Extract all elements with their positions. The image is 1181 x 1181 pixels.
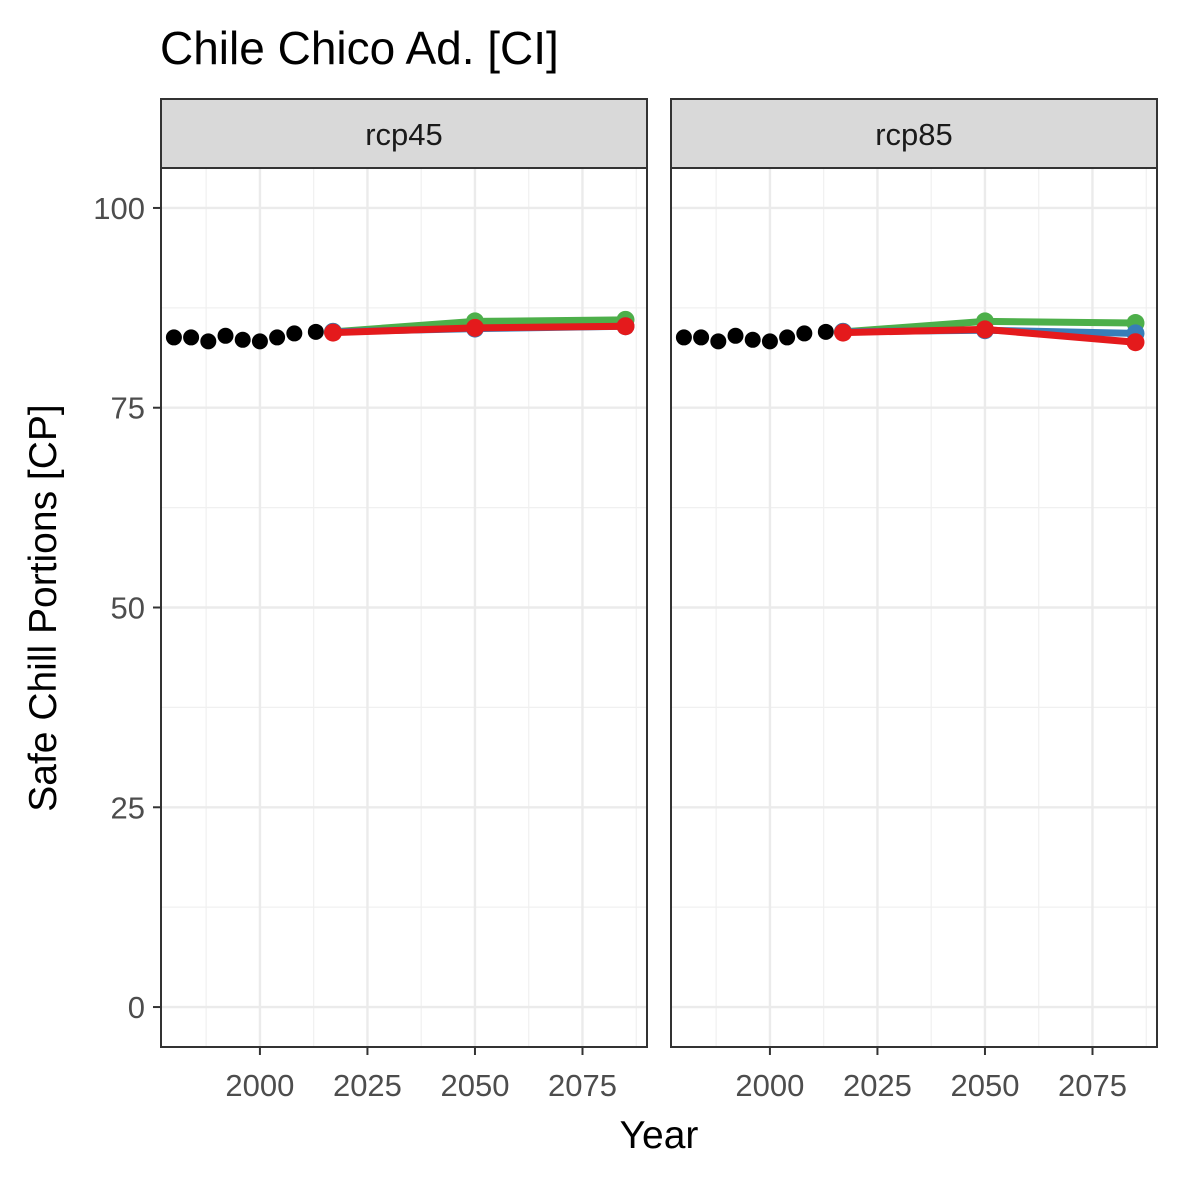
panel-border bbox=[670, 167, 1158, 1048]
facet-panels: rcp45 2000 2025 2050 2075 0 25 50 75 100 rcp85 2000… bbox=[93, 98, 1158, 1103]
observed-point bbox=[727, 327, 744, 344]
observed-point bbox=[307, 323, 324, 340]
y-tick-label: 100 bbox=[93, 191, 145, 226]
observed-point bbox=[200, 333, 217, 350]
observed-point bbox=[744, 331, 761, 348]
y-tick-label: 0 bbox=[128, 990, 145, 1025]
panel-rcp85: rcp85 2000 2025 2050 2075 bbox=[670, 98, 1158, 1103]
observed-point bbox=[779, 329, 796, 346]
chart-title: Chile Chico Ad. [CI] bbox=[160, 22, 559, 74]
observed-point bbox=[217, 327, 234, 344]
observed-point bbox=[693, 329, 710, 346]
facet-strip-label: rcp45 bbox=[365, 117, 443, 152]
x-axis-title: Year bbox=[620, 1114, 699, 1157]
x-tick-label: 2000 bbox=[735, 1068, 804, 1103]
observed-point bbox=[286, 325, 303, 342]
x-tick-label: 2025 bbox=[333, 1068, 402, 1103]
projection-point-2 bbox=[324, 323, 343, 342]
y-tick-label: 75 bbox=[111, 391, 145, 426]
y-tick-label: 50 bbox=[111, 591, 145, 626]
x-tick-label: 2025 bbox=[843, 1068, 912, 1103]
projection-point-2 bbox=[1126, 333, 1145, 352]
observed-point bbox=[761, 333, 778, 350]
panel-rcp45: rcp45 2000 2025 2050 2075 0 25 50 75 100 bbox=[93, 98, 648, 1103]
facet-strip bbox=[160, 98, 648, 169]
observed-point bbox=[796, 325, 813, 342]
observed-point bbox=[183, 329, 200, 346]
projection-point-2 bbox=[975, 320, 994, 339]
x-tick-label: 2000 bbox=[225, 1068, 294, 1103]
projection-point-2 bbox=[616, 317, 635, 336]
observed-point bbox=[269, 329, 286, 346]
x-tick-label: 2050 bbox=[440, 1068, 509, 1103]
observed-point bbox=[710, 333, 727, 350]
observed-point bbox=[675, 329, 692, 346]
x-tick-label: 2075 bbox=[1058, 1068, 1127, 1103]
observed-point bbox=[234, 331, 251, 348]
x-tick-label: 2050 bbox=[950, 1068, 1019, 1103]
observed-point bbox=[817, 323, 834, 340]
projection-point-2 bbox=[834, 323, 853, 342]
observed-point bbox=[251, 333, 268, 350]
projection-point-2 bbox=[465, 318, 484, 337]
x-tick-label: 2075 bbox=[548, 1068, 617, 1103]
y-tick-label: 25 bbox=[111, 790, 145, 825]
facet-strip bbox=[670, 98, 1158, 169]
y-axis-title: Safe Chill Portions [CP] bbox=[22, 404, 65, 812]
facet-strip-label: rcp85 bbox=[875, 117, 953, 152]
observed-point bbox=[165, 329, 182, 346]
